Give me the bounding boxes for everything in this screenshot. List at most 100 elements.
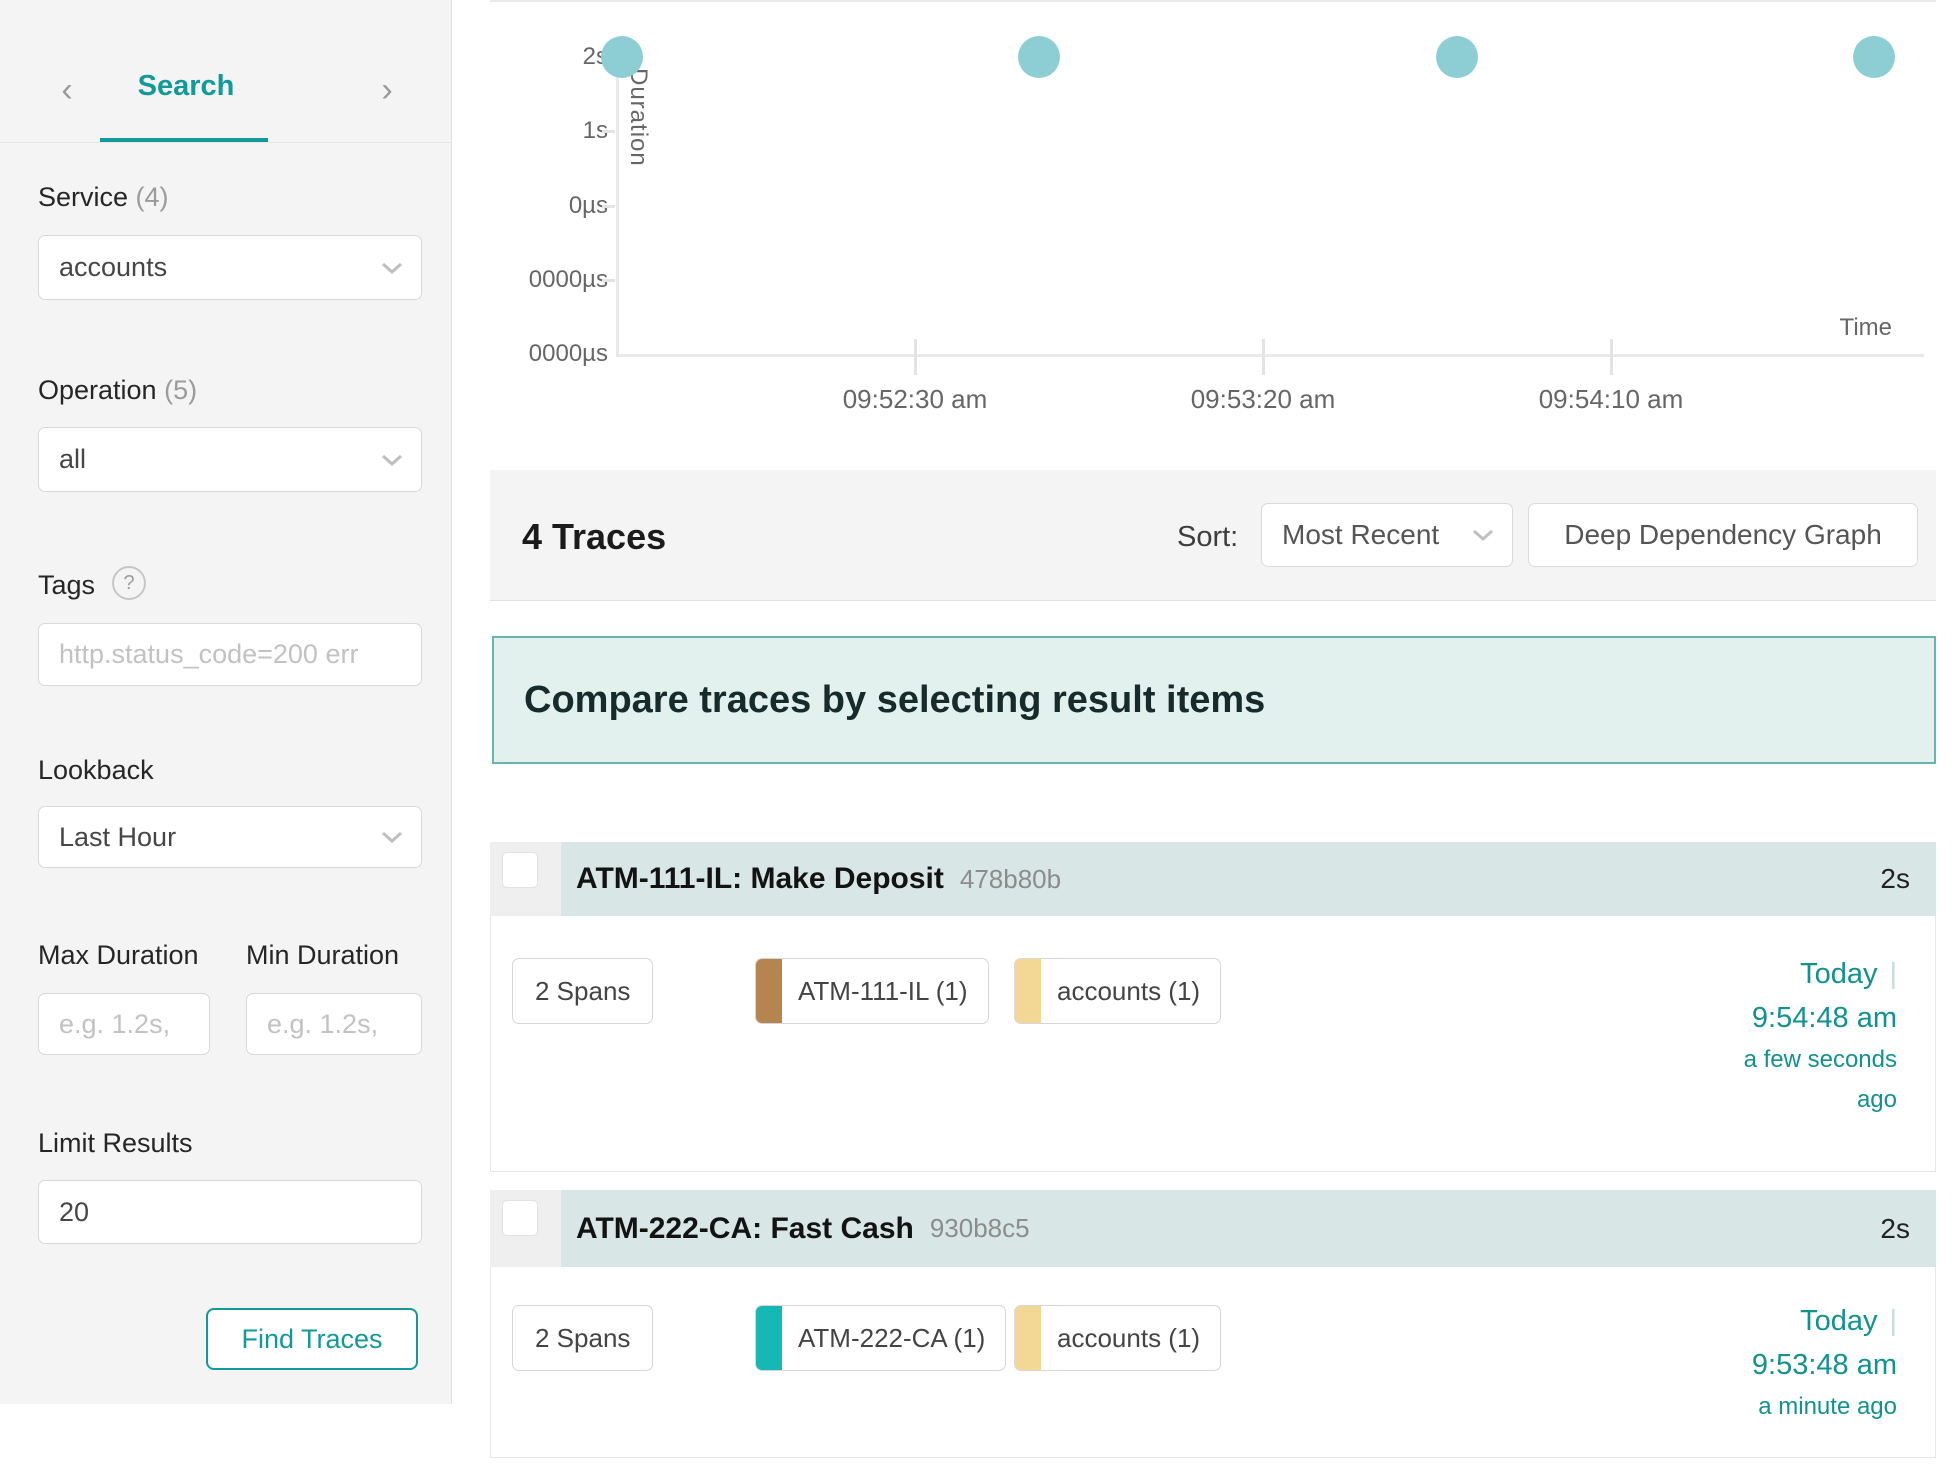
trace-duration: 2s [1880,863,1910,894]
divider [0,142,452,143]
compare-banner-text: Compare traces by selecting result items [524,678,1266,721]
x-tick-mark [914,339,917,375]
service-pill: ATM-111-IL (1) [755,958,989,1024]
find-traces-button[interactable]: Find Traces [206,1308,418,1370]
active-tab-underline [100,138,268,143]
service-label-text: Service [38,182,129,212]
service-color-block [756,1306,782,1370]
trace-title: ATM-111-IL: Make Deposit [576,862,944,895]
trace-result-item[interactable]: ATM-111-IL: Make Deposit 478b80b 2s 2 Sp… [490,842,1936,1172]
y-tick-label: 2s [582,43,608,70]
operation-select-value: all [59,444,87,474]
span-count-text: 2 Spans [535,975,631,1006]
trace-relative-time: a minute ago [1758,1393,1897,1420]
search-sidebar: ‹ Search › Service (4) accounts Operatio… [0,0,452,1404]
trace-card-header: ATM-222-CA: Fast Cash 930b8c5 2s [490,1190,1936,1267]
trace-result-item[interactable]: ATM-222-CA: Fast Cash 930b8c5 2s 2 Spans… [490,1190,1936,1458]
sort-select-value: Most Recent [1282,519,1440,550]
min-duration-label: Min Duration [246,940,399,971]
lookback-label-text: Lookback [38,755,154,785]
x-tick-mark [1262,339,1265,375]
deep-dependency-graph-button[interactable]: Deep Dependency Graph [1528,503,1918,567]
service-pill: accounts (1) [1014,1305,1222,1371]
date-time-separator: | [1889,958,1897,990]
date-time-separator: | [1889,1305,1897,1337]
trace-header-main[interactable]: ATM-111-IL: Make Deposit 478b80b 2s [561,842,1936,916]
tab-search[interactable]: Search [137,70,235,102]
tags-label-text: Tags [38,570,96,600]
compare-banner: Compare traces by selecting result items [492,636,1936,764]
y-tick-mark [602,205,615,208]
limit-results-label-text: Limit Results [38,1128,193,1158]
scatter-point[interactable] [600,36,643,78]
y-tick-label: 1s [582,117,608,144]
x-axis-line [616,354,1924,357]
x-axis-title: Time [1839,314,1892,341]
scatter-point[interactable] [1853,36,1896,78]
service-color-block [1015,1306,1041,1370]
service-pill-text: ATM-222-CA (1) [798,1322,986,1353]
service-color-block [1015,959,1041,1023]
y-tick-label: 0000µs [528,340,608,367]
trace-duration: 2s [1880,1212,1910,1244]
operation-select[interactable]: all [38,427,422,492]
min-duration-box [246,993,422,1055]
limit-results-input[interactable] [39,1181,421,1243]
trace-select-checkbox[interactable] [502,1200,538,1236]
sort-select[interactable]: Most Recent [1261,503,1513,567]
max-duration-label-text: Max Duration [38,940,199,970]
trace-card-header: ATM-111-IL: Make Deposit 478b80b 2s [490,842,1936,916]
x-tick-label: 09:52:30 am [842,384,988,414]
chevron-down-icon [382,454,402,466]
trace-header-main[interactable]: ATM-222-CA: Fast Cash 930b8c5 2s [561,1190,1936,1267]
trace-count: 4 Traces [522,516,667,557]
trace-timestamp: 9:54:48 am [1751,1002,1897,1034]
limit-results-box [38,1180,422,1244]
tags-help-icon[interactable]: ? [112,566,146,600]
sort-label: Sort: [1177,521,1239,553]
trace-card-body: 2 Spans ATM-222-CA (1) accounts (1) Toda… [490,1267,1936,1458]
operation-count: (5) [164,375,198,405]
trace-date: Today | [1800,958,1897,990]
scatter-point[interactable] [1018,36,1061,78]
service-select-value: accounts [59,252,168,282]
limit-results-label: Limit Results [38,1128,193,1159]
max-duration-input[interactable] [39,994,209,1054]
trace-id: 930b8c5 [929,1213,1030,1243]
y-axis-title: Duration [625,68,652,167]
span-count-pill: 2 Spans [512,958,654,1024]
x-tick-label: 09:53:20 am [1190,384,1336,414]
trace-time-block[interactable]: Today | 9:53:48 am a minute ago [1707,1299,1897,1427]
chevron-down-icon [1473,529,1493,542]
max-duration-label: Max Duration [38,940,199,971]
service-pill-text: ATM-111-IL (1) [798,975,968,1006]
service-select[interactable]: accounts [38,235,422,300]
trace-select-checkbox[interactable] [502,852,538,888]
span-count-text: 2 Spans [535,1322,631,1353]
scatter-point[interactable] [1435,36,1478,78]
lookback-select[interactable]: Last Hour [38,806,422,868]
trace-time-block[interactable]: Today | 9:54:48 am a few seconds ago [1707,952,1897,1120]
span-count-pill: 2 Spans [512,1305,654,1371]
sidebar-next-icon[interactable]: › [381,71,393,109]
trace-title: ATM-222-CA: Fast Cash [576,1211,914,1245]
trace-id: 478b80b [959,863,1062,894]
x-tick-mark [1610,339,1613,375]
y-tick-label: 0000µs [528,266,608,293]
lookback-select-value: Last Hour [59,821,177,852]
y-tick-mark [602,130,615,133]
trace-date: Today | [1800,1305,1897,1337]
min-duration-input[interactable] [247,994,421,1054]
service-pill: accounts (1) [1014,958,1222,1024]
chevron-down-icon [382,831,402,844]
lookback-label: Lookback [38,755,154,786]
sidebar-prev-icon[interactable]: ‹ [61,71,73,109]
checkbox-cell [490,1190,561,1267]
tags-input[interactable] [39,624,421,685]
y-axis-line [616,55,619,356]
y-tick-mark [602,279,615,282]
chevron-down-icon [382,262,402,274]
trace-card-body: 2 Spans ATM-111-IL (1) accounts (1) Toda… [490,916,1936,1172]
tags-label: Tags [38,570,95,601]
